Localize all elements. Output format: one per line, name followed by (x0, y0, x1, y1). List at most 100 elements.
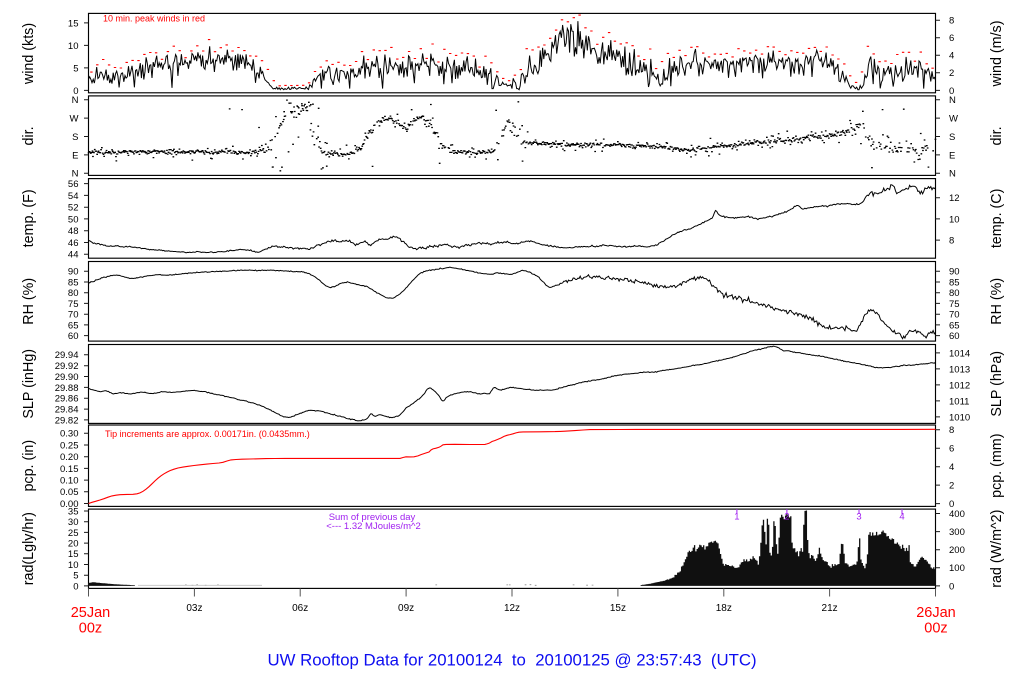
svg-text:5: 5 (73, 571, 78, 582)
svg-text:75: 75 (949, 299, 960, 310)
svg-text:N: N (72, 95, 79, 106)
svg-text:70: 70 (68, 310, 79, 321)
svg-text:SLP (hPa): SLP (hPa) (989, 351, 1005, 417)
svg-text:0.20: 0.20 (60, 452, 79, 463)
svg-text:1014: 1014 (949, 348, 970, 359)
svg-text:Sum of previous day: Sum of previous day (329, 512, 416, 523)
svg-text:25Jan: 25Jan (71, 605, 111, 621)
svg-text:8: 8 (949, 425, 954, 436)
svg-text:80: 80 (949, 288, 960, 299)
svg-text:200: 200 (949, 545, 965, 556)
svg-text:temp. (F): temp. (F) (21, 189, 37, 247)
svg-text:00z: 00z (924, 621, 947, 637)
svg-text:0.10: 0.10 (60, 476, 79, 487)
svg-text:RH (%): RH (%) (989, 278, 1005, 325)
svg-text:8: 8 (949, 236, 954, 247)
svg-text:0.15: 0.15 (60, 464, 79, 475)
svg-text:N: N (949, 95, 956, 106)
svg-text:dir.: dir. (21, 126, 37, 145)
svg-text:N: N (72, 169, 79, 180)
svg-text:15: 15 (68, 549, 79, 560)
svg-text:4: 4 (949, 462, 954, 473)
svg-text:52: 52 (68, 203, 79, 214)
svg-text:12z: 12z (504, 603, 520, 614)
svg-text:10 min. peak winds in red: 10 min. peak winds in red (103, 14, 205, 24)
svg-text:UW Rooftop Data for 20100124: UW Rooftop Data for 20100124 to 20100125… (267, 651, 756, 670)
svg-text:06z: 06z (292, 603, 308, 614)
svg-text:0.05: 0.05 (60, 487, 79, 498)
svg-text:25: 25 (68, 528, 79, 539)
svg-text:temp. (C): temp. (C) (989, 189, 1005, 249)
svg-text:44: 44 (68, 250, 79, 261)
svg-text:4: 4 (899, 512, 904, 523)
svg-text:400: 400 (949, 509, 965, 520)
svg-text:29.86: 29.86 (55, 394, 79, 405)
svg-text:09z: 09z (398, 603, 414, 614)
svg-text:29.94: 29.94 (55, 350, 79, 361)
svg-text:RH (%): RH (%) (21, 278, 37, 325)
svg-text:29.90: 29.90 (55, 372, 79, 383)
svg-text:0: 0 (949, 499, 954, 510)
svg-text:85: 85 (68, 277, 79, 288)
svg-text:0.30: 0.30 (60, 429, 79, 440)
svg-text:60: 60 (68, 331, 79, 342)
svg-text:8: 8 (949, 16, 954, 27)
svg-text:56: 56 (68, 179, 79, 190)
svg-text:<--- 1.32 MJoules/m^2: <--- 1.32 MJoules/m^2 (326, 521, 420, 532)
svg-text:48: 48 (68, 226, 79, 237)
svg-text:Tip increments are approx. 0.0: Tip increments are approx. 0.00171in. (0… (105, 429, 310, 439)
svg-text:29.82: 29.82 (55, 415, 79, 426)
svg-text:rad(Lgly/hr): rad(Lgly/hr) (21, 512, 37, 585)
svg-text:30: 30 (68, 517, 79, 528)
svg-text:0.25: 0.25 (60, 440, 79, 451)
svg-text:10: 10 (68, 560, 79, 571)
svg-text:3: 3 (856, 512, 861, 523)
svg-text:15z: 15z (610, 603, 626, 614)
svg-text:21z: 21z (822, 603, 838, 614)
svg-text:wind (kts): wind (kts) (21, 23, 37, 85)
svg-text:0: 0 (949, 86, 954, 97)
svg-text:2: 2 (949, 68, 954, 79)
svg-text:S: S (72, 132, 78, 143)
svg-text:0: 0 (949, 581, 954, 592)
svg-text:90: 90 (949, 267, 960, 278)
svg-text:12: 12 (949, 193, 960, 204)
svg-text:100: 100 (949, 563, 965, 574)
svg-text:75: 75 (68, 299, 79, 310)
svg-text:E: E (949, 150, 955, 161)
svg-text:46: 46 (68, 238, 79, 249)
svg-text:5: 5 (73, 63, 78, 74)
svg-text:80: 80 (68, 288, 79, 299)
svg-text:1013: 1013 (949, 364, 970, 375)
svg-text:SLP (inHg): SLP (inHg) (21, 349, 37, 419)
svg-text:15: 15 (68, 18, 79, 29)
svg-text:29.92: 29.92 (55, 361, 79, 372)
svg-text:85: 85 (949, 277, 960, 288)
svg-text:65: 65 (949, 320, 960, 331)
svg-text:29.84: 29.84 (55, 404, 79, 415)
svg-text:10: 10 (949, 214, 960, 225)
svg-text:29.88: 29.88 (55, 383, 79, 394)
svg-text:70: 70 (949, 310, 960, 321)
svg-text:03z: 03z (186, 603, 202, 614)
svg-text:pcp. (in): pcp. (in) (21, 440, 37, 492)
svg-text:W: W (70, 114, 79, 125)
svg-text:26Jan: 26Jan (916, 605, 956, 621)
svg-text:0: 0 (73, 581, 78, 592)
svg-text:54: 54 (68, 191, 79, 202)
svg-text:pcp. (mm): pcp. (mm) (989, 434, 1005, 498)
svg-text:18z: 18z (716, 603, 732, 614)
svg-text:1010: 1010 (949, 412, 970, 423)
svg-text:6: 6 (949, 33, 954, 44)
svg-text:300: 300 (949, 527, 965, 538)
svg-text:6: 6 (949, 444, 954, 455)
svg-text:1011: 1011 (949, 396, 969, 407)
svg-text:N: N (949, 169, 956, 180)
svg-text:0.00: 0.00 (60, 499, 79, 510)
svg-text:dir.: dir. (989, 126, 1005, 145)
svg-text:wind (m/s): wind (m/s) (989, 21, 1005, 88)
svg-text:35: 35 (68, 506, 79, 517)
svg-text:50: 50 (68, 214, 79, 225)
svg-text:S: S (949, 132, 955, 143)
svg-text:E: E (72, 150, 78, 161)
